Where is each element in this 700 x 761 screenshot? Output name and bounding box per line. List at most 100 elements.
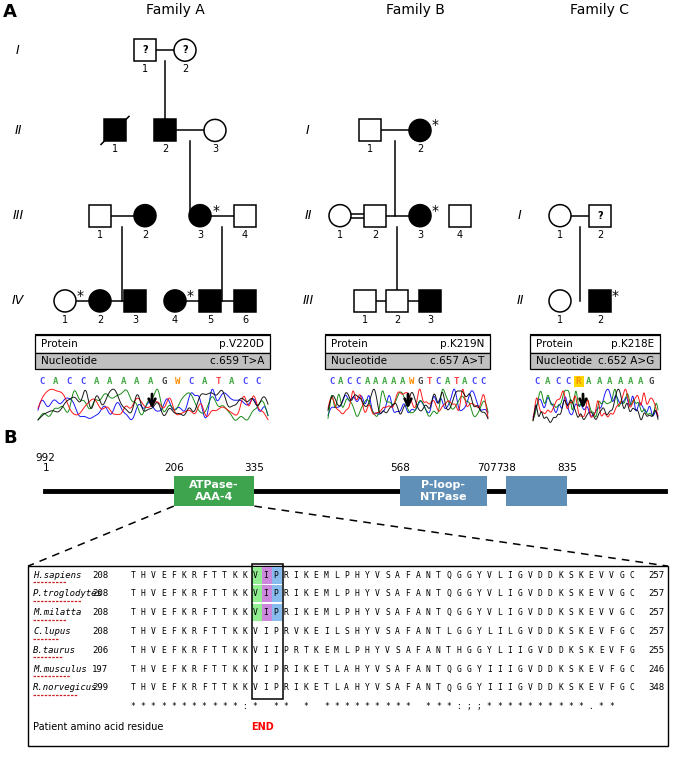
Text: N: N bbox=[426, 590, 430, 598]
Text: P.troglodytes: P.troglodytes bbox=[33, 590, 103, 598]
Text: 4: 4 bbox=[172, 315, 178, 325]
Text: E: E bbox=[589, 683, 594, 693]
Bar bbox=[419, 290, 441, 312]
Text: *: * bbox=[497, 702, 502, 712]
Text: S: S bbox=[568, 571, 573, 580]
Circle shape bbox=[549, 205, 571, 227]
Text: S: S bbox=[344, 627, 349, 636]
Text: H: H bbox=[141, 627, 146, 636]
Text: R: R bbox=[575, 377, 581, 386]
Text: V: V bbox=[151, 664, 155, 673]
Text: R: R bbox=[192, 627, 197, 636]
Text: 1: 1 bbox=[362, 315, 368, 325]
Text: *: * bbox=[528, 702, 533, 712]
Text: 3: 3 bbox=[197, 230, 203, 240]
Text: 835: 835 bbox=[557, 463, 577, 473]
Bar bbox=[89, 205, 111, 227]
Text: V: V bbox=[151, 608, 155, 617]
Text: I: I bbox=[293, 664, 298, 673]
Bar bbox=[35, 353, 270, 369]
Text: I: I bbox=[497, 683, 502, 693]
Text: Family B: Family B bbox=[386, 3, 444, 17]
Text: T: T bbox=[215, 377, 220, 386]
Text: V: V bbox=[598, 571, 603, 580]
Bar bbox=[28, 566, 668, 746]
Text: P: P bbox=[273, 664, 278, 673]
Text: F: F bbox=[609, 664, 614, 673]
Text: V: V bbox=[374, 683, 379, 693]
Text: A: A bbox=[3, 3, 17, 21]
Text: *: * bbox=[578, 702, 583, 712]
Text: C: C bbox=[629, 608, 634, 617]
Text: A: A bbox=[395, 627, 400, 636]
Text: III: III bbox=[13, 209, 24, 222]
Text: T: T bbox=[222, 683, 227, 693]
Bar bbox=[354, 290, 376, 312]
Text: T: T bbox=[222, 646, 227, 655]
Text: *: * bbox=[77, 289, 84, 303]
Text: V: V bbox=[374, 608, 379, 617]
Text: V: V bbox=[151, 590, 155, 598]
Text: R.norvegicus: R.norvegicus bbox=[33, 683, 97, 693]
Text: S: S bbox=[385, 683, 390, 693]
Text: I: I bbox=[293, 608, 298, 617]
Text: T: T bbox=[454, 377, 458, 386]
Text: I: I bbox=[262, 683, 267, 693]
Text: C: C bbox=[356, 377, 361, 386]
Text: Y: Y bbox=[477, 627, 482, 636]
Text: D: D bbox=[538, 683, 542, 693]
Text: I: I bbox=[497, 627, 502, 636]
Text: V: V bbox=[528, 608, 533, 617]
Text: *: * bbox=[432, 119, 439, 132]
Text: C: C bbox=[66, 377, 72, 386]
Text: K: K bbox=[558, 664, 563, 673]
Text: Y: Y bbox=[486, 646, 491, 655]
Text: I: I bbox=[262, 590, 267, 598]
Text: I: I bbox=[262, 664, 267, 673]
Text: 206: 206 bbox=[164, 463, 183, 473]
Text: V: V bbox=[609, 571, 614, 580]
Text: 1: 1 bbox=[42, 463, 49, 473]
Text: T: T bbox=[222, 571, 227, 580]
Text: R: R bbox=[284, 571, 288, 580]
Text: Y: Y bbox=[365, 683, 370, 693]
Text: N: N bbox=[426, 571, 430, 580]
Text: G: G bbox=[456, 608, 461, 617]
Text: G: G bbox=[517, 571, 522, 580]
Text: R: R bbox=[293, 646, 298, 655]
Text: H: H bbox=[354, 683, 359, 693]
Text: S: S bbox=[568, 627, 573, 636]
Text: I: I bbox=[262, 627, 267, 636]
Text: D: D bbox=[548, 608, 553, 617]
Text: G: G bbox=[517, 608, 522, 617]
Text: 208: 208 bbox=[92, 590, 108, 598]
Text: *: * bbox=[598, 702, 603, 712]
Text: V: V bbox=[253, 646, 258, 655]
Text: *: * bbox=[192, 702, 197, 712]
Text: 1: 1 bbox=[142, 64, 148, 75]
Text: T: T bbox=[130, 646, 135, 655]
Bar bbox=[574, 376, 584, 387]
Circle shape bbox=[204, 119, 226, 142]
Bar bbox=[252, 564, 284, 699]
Text: 992: 992 bbox=[35, 453, 55, 463]
Text: I: I bbox=[518, 209, 522, 222]
Text: K: K bbox=[181, 571, 186, 580]
Text: K: K bbox=[558, 571, 563, 580]
Text: *: * bbox=[538, 702, 542, 712]
Text: I: I bbox=[486, 664, 491, 673]
Text: W: W bbox=[409, 377, 414, 386]
Text: P: P bbox=[344, 608, 349, 617]
Text: A: A bbox=[426, 646, 430, 655]
Text: I: I bbox=[262, 608, 267, 617]
Text: V: V bbox=[598, 664, 603, 673]
Text: K: K bbox=[242, 571, 247, 580]
Text: K: K bbox=[568, 646, 573, 655]
Text: V: V bbox=[253, 571, 258, 580]
Text: E: E bbox=[161, 571, 166, 580]
Bar bbox=[234, 205, 256, 227]
Text: A: A bbox=[148, 377, 153, 386]
Text: M: M bbox=[324, 590, 329, 598]
Text: K: K bbox=[314, 646, 318, 655]
Text: P: P bbox=[354, 646, 359, 655]
